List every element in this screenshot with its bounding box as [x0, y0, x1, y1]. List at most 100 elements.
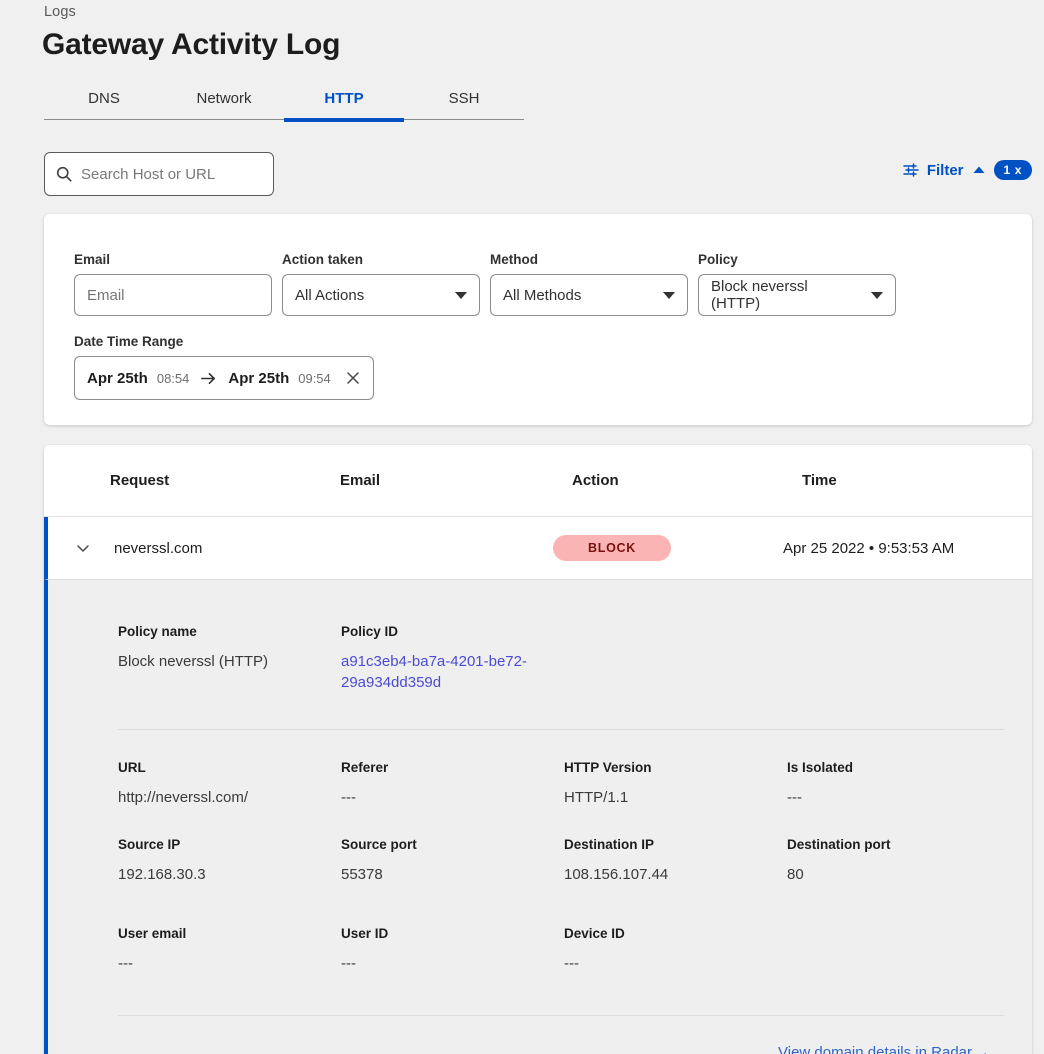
- detail-key: Device ID: [564, 926, 625, 941]
- range-end-date[interactable]: Apr 25th: [228, 369, 290, 387]
- log-type-tabs: DNS Network HTTP SSH: [44, 76, 524, 122]
- detail-group-request: URL http://neverssl.com/ Referer --- HTT…: [118, 760, 1004, 808]
- detail-value: 108.156.107.44: [564, 866, 669, 883]
- detail-value: 192.168.30.3: [118, 866, 206, 883]
- detail-value: ---: [787, 789, 802, 806]
- chevron-down-icon: [663, 291, 675, 299]
- policy-select[interactable]: Block neverssl (HTTP): [698, 274, 896, 316]
- detail-key: Destination port: [787, 837, 891, 852]
- row-detail-panel: Policy name Block neverssl (HTTP) Policy…: [44, 579, 1032, 1054]
- radar-link-row: View domain details in Radar →: [118, 1044, 1004, 1054]
- detail-value: ---: [564, 955, 579, 972]
- filter-panel: Email Action taken All Actions Method Al…: [44, 214, 1032, 425]
- action-taken-label: Action taken: [282, 252, 364, 267]
- detail-value: ---: [341, 955, 356, 972]
- detail-referer: Referer ---: [341, 760, 564, 808]
- table-header-row: Request Email Action Time: [44, 445, 1032, 517]
- chevron-up-icon[interactable]: [972, 163, 986, 177]
- method-select[interactable]: All Methods: [490, 274, 688, 316]
- search-box[interactable]: [44, 152, 274, 196]
- policy-id-line-1: a91c3eb4-ba7a-4201-be72-: [341, 653, 527, 670]
- detail-group-identity: User email --- User ID --- Device ID ---: [118, 926, 1004, 974]
- detail-divider: [118, 1015, 1004, 1016]
- range-end-time[interactable]: 09:54: [298, 370, 331, 386]
- column-header-request: Request: [110, 472, 170, 489]
- detail-key: URL: [118, 760, 146, 775]
- sliders-icon: [903, 163, 919, 177]
- policy-value: Block neverssl (HTTP): [711, 278, 808, 312]
- range-start-time[interactable]: 08:54: [156, 370, 190, 386]
- detail-key: Policy name: [118, 624, 197, 639]
- date-time-range-control[interactable]: Apr 25th 08:54 Apr 25th 09:54: [74, 356, 374, 400]
- detail-key: Is Isolated: [787, 760, 854, 775]
- tab-ssh[interactable]: SSH: [404, 76, 524, 120]
- chevron-down-icon: [871, 291, 883, 299]
- detail-source-ip: Source IP 192.168.30.3: [118, 837, 341, 885]
- radar-link-label: View domain details in Radar: [778, 1044, 972, 1054]
- arrow-right-icon: [201, 372, 216, 384]
- filter-count-badge[interactable]: 1 x: [993, 160, 1032, 180]
- search-input[interactable]: [81, 165, 263, 183]
- date-time-range-label: Date Time Range: [74, 334, 184, 349]
- detail-url: URL http://neverssl.com/: [118, 760, 341, 808]
- search-icon: [56, 166, 72, 182]
- detail-group-network: Source IP 192.168.30.3 Source port 55378…: [118, 837, 1004, 885]
- detail-http-version: HTTP Version HTTP/1.1: [564, 760, 787, 808]
- detail-destination-port: Destination port 80: [787, 837, 1010, 885]
- detail-user-id: User ID ---: [341, 926, 564, 974]
- policy-label: Policy: [698, 252, 738, 267]
- policy-id-line-2: 29a934dd359d: [341, 674, 442, 691]
- filter-label[interactable]: Filter: [926, 161, 964, 179]
- detail-group-policy: Policy name Block neverssl (HTTP) Policy…: [118, 624, 1004, 693]
- action-taken-select[interactable]: All Actions: [282, 274, 480, 316]
- arrow-right-icon: →: [975, 1044, 990, 1054]
- email-field[interactable]: [87, 286, 259, 304]
- detail-value: http://neverssl.com/: [118, 789, 249, 806]
- action-taken-value: All Actions: [295, 286, 365, 304]
- tab-http[interactable]: HTTP: [284, 76, 404, 122]
- filter-field-action-taken: Action taken All Actions: [282, 252, 480, 316]
- breadcrumb[interactable]: Logs: [44, 4, 76, 20]
- detail-device-id: Device ID ---: [564, 926, 787, 974]
- column-header-time: Time: [802, 472, 837, 489]
- chevron-down-icon[interactable]: [75, 540, 91, 556]
- detail-destination-ip: Destination IP 108.156.107.44: [564, 837, 787, 885]
- column-header-action: Action: [572, 472, 619, 489]
- column-header-email: Email: [340, 472, 381, 489]
- detail-policy-id: Policy ID a91c3eb4-ba7a-4201-be72- 29a93…: [341, 624, 564, 693]
- filter-field-policy: Policy Block neverssl (HTTP): [698, 252, 896, 316]
- detail-is-isolated: Is Isolated ---: [787, 760, 1010, 808]
- detail-value: Block neverssl (HTTP): [118, 653, 269, 670]
- method-value: All Methods: [503, 286, 582, 304]
- detail-source-port: Source port 55378: [341, 837, 564, 885]
- email-input-wrap[interactable]: [74, 274, 272, 316]
- detail-key: Policy ID: [341, 624, 399, 639]
- detail-value: HTTP/1.1: [564, 789, 629, 806]
- policy-id-link[interactable]: a91c3eb4-ba7a-4201-be72- 29a934dd359d: [341, 651, 564, 693]
- filter-toggle[interactable]: Filter 1 x: [903, 160, 1032, 180]
- range-start-date[interactable]: Apr 25th: [87, 369, 148, 387]
- detail-policy-name: Policy name Block neverssl (HTTP): [118, 624, 341, 693]
- status-badge: BLOCK: [553, 535, 671, 561]
- detail-key: Source IP: [118, 837, 181, 852]
- row-action: BLOCK: [553, 535, 783, 561]
- method-label: Method: [490, 252, 538, 267]
- filter-field-date-time-range: Date Time Range Apr 25th 08:54 Apr 25th …: [74, 334, 374, 400]
- filter-field-method: Method All Methods: [490, 252, 688, 316]
- detail-key: Source port: [341, 837, 417, 852]
- detail-value: 80: [787, 866, 804, 883]
- tab-network[interactable]: Network: [164, 76, 284, 120]
- detail-key: User ID: [341, 926, 389, 941]
- detail-key: Referer: [341, 760, 389, 775]
- page-title: Gateway Activity Log: [42, 28, 341, 61]
- results-table: Request Email Action Time neverssl.com B…: [44, 445, 1032, 1054]
- detail-value: ---: [118, 955, 133, 972]
- detail-key: User email: [118, 926, 187, 941]
- detail-divider: [118, 729, 1004, 730]
- table-row[interactable]: neverssl.com BLOCK Apr 25 2022 • 9:53:53…: [44, 517, 1032, 579]
- tab-dns[interactable]: DNS: [44, 76, 164, 120]
- view-domain-details-in-radar-link[interactable]: View domain details in Radar →: [778, 1044, 990, 1054]
- close-icon[interactable]: [345, 370, 361, 386]
- row-time: Apr 25 2022 • 9:53:53 AM: [783, 539, 955, 557]
- row-request: neverssl.com: [114, 539, 203, 557]
